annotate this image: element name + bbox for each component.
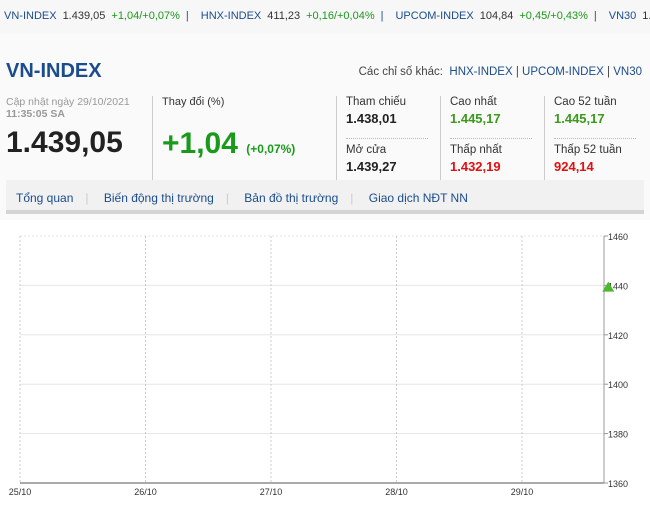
ticker-name: VN-INDEX [4, 10, 57, 22]
stat-value: 1.438,01 [346, 111, 397, 126]
x-tick-label: 29/10 [511, 487, 534, 497]
ticker-value: 104,84 [479, 10, 514, 22]
stat-value: 924,14 [554, 159, 594, 174]
stat-item: Mở cửa 1.439,27 [346, 144, 438, 174]
page-title: VN-INDEX [6, 60, 102, 82]
stat-label: Thấp nhất [450, 144, 502, 156]
stat-value: 1.432,19 [450, 159, 501, 174]
index-ticker: VN-INDEX 1.439,05 +1,04/+0,07% | HNX-INDEX 41… [0, 0, 650, 34]
tab-foreign-trading[interactable]: Giao dịch NĐT NN [368, 191, 468, 205]
index-chart: 1360 1380 1400 1420 1440 1460 25/10 26/10 27/10 2… [0, 226, 628, 497]
change-percent: (+0,07%) [246, 142, 296, 156]
divider [336, 96, 337, 182]
divider [152, 96, 153, 182]
x-tick-label: 26/10 [134, 487, 157, 497]
ticker-separator: | [593, 10, 597, 22]
tab-market-map[interactable]: Bản đồ thị trường [244, 191, 339, 205]
stat-label: Thấp 52 tuần [554, 144, 622, 156]
ticker-change: +0,16/+0,04% [306, 10, 375, 22]
divider [346, 138, 428, 139]
divider [554, 138, 636, 139]
ticker-name: VN30 [608, 10, 637, 22]
ticker-item[interactable]: VN-INDEX 1.439,05 +1,04/+0,07% | [4, 10, 195, 22]
stat-label: Mở cửa [346, 144, 387, 156]
x-tick-label: 27/10 [260, 487, 283, 497]
y-tick-label: 1420 [608, 331, 628, 341]
tab-bar: Tổng quan | Biến động thị trường | Bản đồ … [6, 180, 644, 214]
change-points: +1,04 [162, 127, 238, 160]
link-hnx-index[interactable]: HNX-INDEX [449, 66, 513, 78]
stat-item: Tham chiếu 1.438,01 [346, 96, 438, 126]
update-clock: 11:35:05 SA [6, 108, 65, 120]
stat-value: 1.445,17 [450, 111, 501, 126]
ticker-value: 411,23 [267, 10, 301, 22]
y-tick-label: 1380 [608, 430, 628, 440]
ticker-item[interactable]: HNX-INDEX 411,23 +0,16/+0,04% | [201, 10, 390, 22]
stat-label: Cao nhất [450, 96, 497, 108]
update-time: Cập nhật ngày 29/10/2021 11:35:05 SA [6, 96, 146, 120]
change-label: Thay đổi (%) [162, 96, 225, 108]
y-tick-label: 1400 [608, 380, 628, 390]
x-tick-label: 28/10 [385, 487, 408, 497]
change-value: +1,04 (+0,07%) [162, 127, 295, 161]
index-price: 1.439,05 [6, 126, 123, 159]
link-upcom-index[interactable]: UPCOM-INDEX [522, 66, 604, 78]
divider [450, 138, 532, 139]
tab-overview[interactable]: Tổng quan [16, 191, 74, 205]
ticker-change: +1,04/+0,07% [111, 10, 180, 22]
y-tick-label: 1360 [608, 479, 628, 489]
ticker-separator: | [380, 10, 384, 22]
ticker-value: 1.439,05 [62, 10, 106, 22]
ticker-change: +0,45/+0,43% [519, 10, 588, 22]
tab-market-movement[interactable]: Biến động thị trường [103, 191, 214, 205]
stat-item: Cao 52 tuần 1.445,17 [554, 96, 646, 126]
x-tick-label: 25/10 [9, 487, 32, 497]
ticker-item[interactable]: UPCOM-INDEX 104,84 +0,45/+0,43% | [395, 10, 602, 22]
y-tick-label: 1460 [608, 232, 628, 242]
ticker-name: HNX-INDEX [200, 10, 262, 22]
stat-label: Cao 52 tuần [554, 96, 617, 108]
stat-value: 1.439,27 [346, 159, 397, 174]
ticker-separator: | [185, 10, 189, 22]
link-vn30[interactable]: VN30 [613, 66, 642, 78]
other-indices-label: Các chỉ số khác: [358, 66, 443, 78]
update-date: Cập nhật ngày 29/10/2021 [6, 96, 130, 108]
divider [544, 96, 545, 182]
stat-label: Tham chiếu [346, 96, 407, 108]
last-value-arrow-icon [602, 281, 615, 292]
stat-item: Thấp 52 tuần 924,14 [554, 144, 646, 174]
ticker-value: 1.5 [642, 10, 650, 22]
divider [440, 96, 441, 182]
ticker-item[interactable]: VN30 1.5 [609, 10, 650, 22]
stat-item: Thấp nhất 1.432,19 [450, 144, 542, 174]
y-tick-label: 1440 [608, 281, 628, 291]
stat-value: 1.445,17 [554, 111, 605, 126]
stat-item: Cao nhất 1.445,17 [450, 96, 542, 126]
other-indices: Các chỉ số khác: HNX-INDEX | UPCOM-INDEX… [358, 66, 642, 78]
ticker-name: UPCOM-INDEX [395, 10, 474, 22]
